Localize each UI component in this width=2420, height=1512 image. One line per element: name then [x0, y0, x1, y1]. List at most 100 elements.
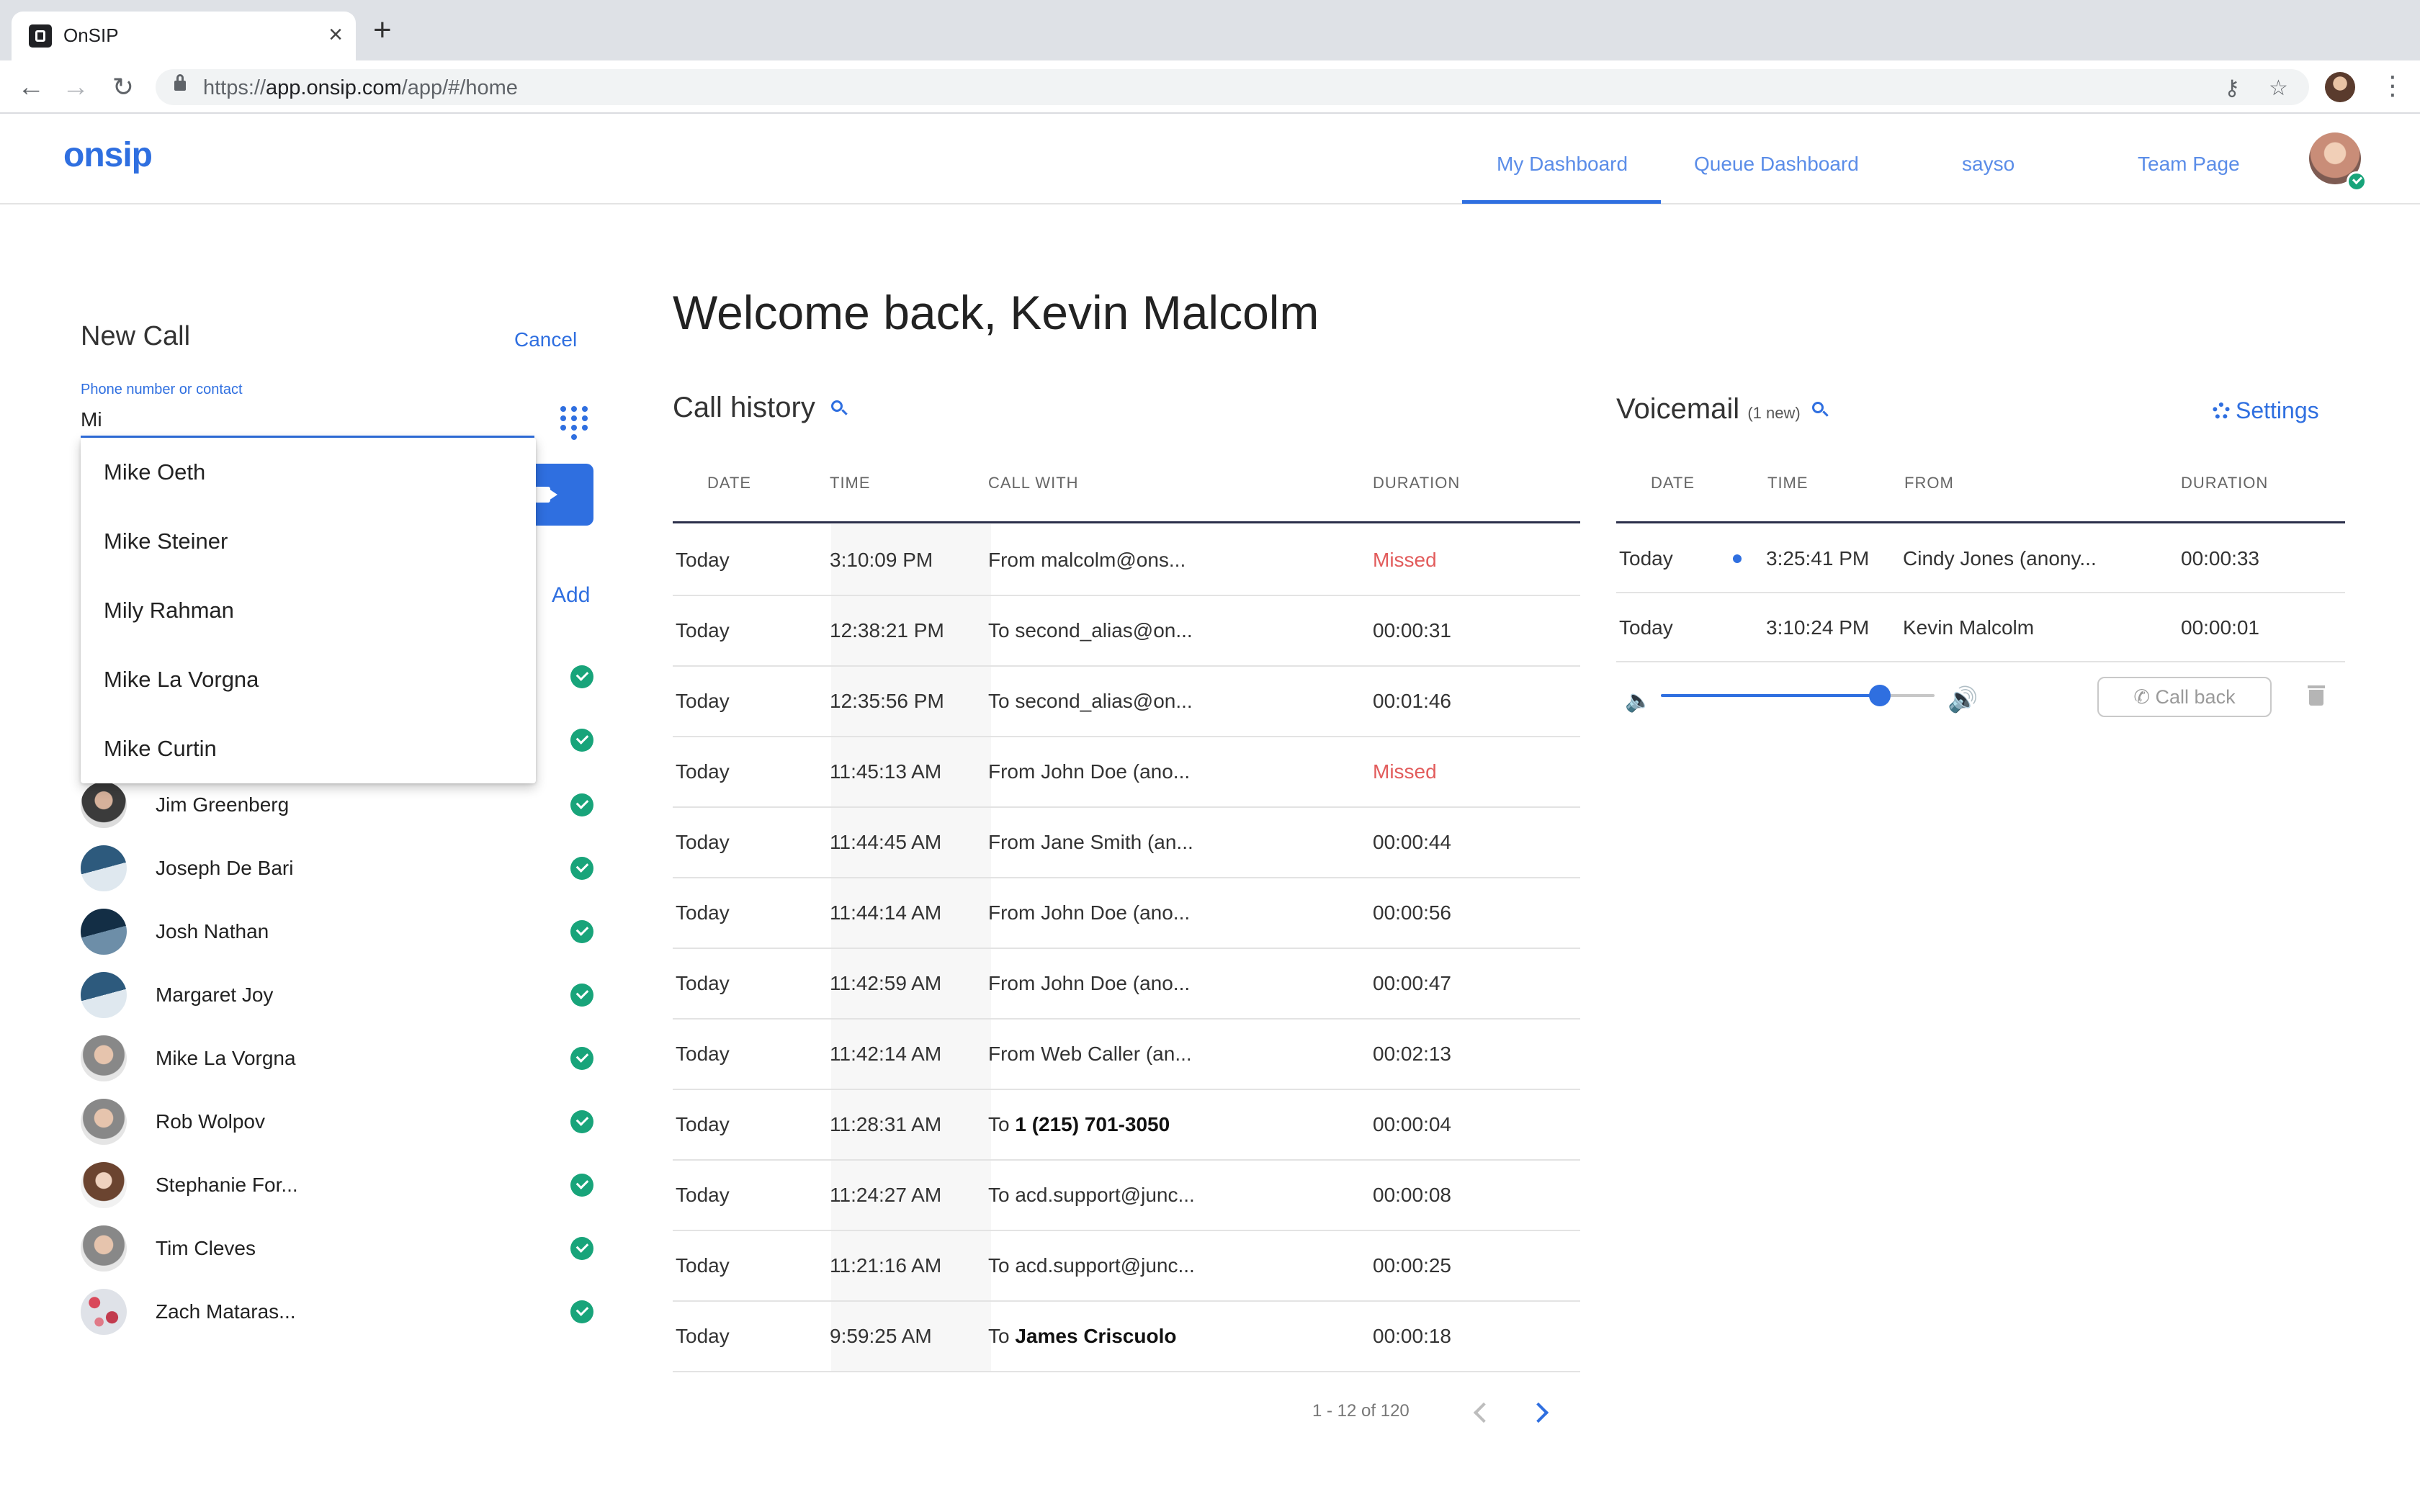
table-row[interactable]: Today 11:44:14 AM From John Doe (ano... 00:… — [673, 878, 1580, 949]
dialpad-icon[interactable] — [560, 406, 588, 440]
pager-next-icon[interactable] — [1528, 1402, 1549, 1423]
suggestion-item[interactable]: Mike Oeth — [104, 459, 206, 485]
table-row[interactable]: Today 12:38:21 PM To second_alias@on... 00:… — [673, 596, 1580, 667]
address-bar[interactable]: https://app.onsip.com/app/#/home ⚷ ☆ — [156, 69, 2309, 105]
call-time: 12:35:56 PM — [830, 690, 944, 712]
table-row[interactable]: Today 12:35:56 PM To second_alias@on... 00:… — [673, 667, 1580, 737]
call-with-text: To acd.support@junc... — [988, 1184, 1195, 1206]
table-row[interactable]: Today 11:44:45 AM From Jane Smith (an... 00… — [673, 808, 1580, 878]
voicemail-title-text: Voicemail — [1616, 393, 1740, 425]
contact-row[interactable]: Stephanie For... — [81, 1159, 593, 1210]
contact-row[interactable]: Jim Greenberg — [81, 779, 593, 829]
suggestion-item[interactable]: Mike Steiner — [104, 528, 228, 554]
contact-online-status-icon — [570, 920, 593, 943]
voicemail-row[interactable]: Today 3:10:24 PM Kevin Malcolm 00:00:01 — [1616, 593, 2345, 662]
voicemail-time: 3:25:41 PM — [1766, 547, 1870, 570]
phone-field-label: Phone number or contact — [81, 382, 243, 397]
call-with: From John Doe (ano... — [988, 760, 1190, 783]
table-row[interactable]: Today 11:21:16 AM To acd.support@junc... 00… — [673, 1231, 1580, 1302]
browser-toolbar: ← → ↻ https://app.onsip.com/app/#/home ⚷… — [0, 60, 2420, 114]
reload-icon[interactable]: ↻ — [112, 72, 135, 102]
pager-prev-icon[interactable] — [1473, 1402, 1494, 1423]
tab-team-page[interactable]: Team Page — [2138, 153, 2240, 175]
col-header-date[interactable]: DATE — [707, 474, 752, 492]
call-duration: 00:00:25 — [1373, 1254, 1451, 1277]
add-contact-button[interactable]: Add — [552, 583, 591, 607]
tab-queue-dashboard[interactable]: Queue Dashboard — [1694, 153, 1859, 175]
url-path: /app/#/home — [401, 76, 518, 99]
call-with-text: From John Doe (ano... — [988, 901, 1191, 924]
contact-row[interactable]: Mike La Vorgna — [81, 1032, 593, 1083]
phone-or-contact-input[interactable] — [81, 403, 534, 438]
call-with-text: To second_alias@on... — [988, 690, 1193, 712]
call-with-contact[interactable]: James Criscuolo — [1015, 1325, 1177, 1347]
vm-col-header-time[interactable]: TIME — [1767, 474, 1809, 492]
table-row[interactable]: Today 11:45:13 AM From John Doe (ano... Mis… — [673, 737, 1580, 808]
suggestion-item[interactable]: Mike Curtin — [104, 736, 217, 761]
table-row[interactable]: Today 11:24:27 AM To acd.support@junc... 00… — [673, 1161, 1580, 1231]
call-time: 11:24:27 AM — [830, 1184, 942, 1206]
contact-row[interactable]: Rob Wolpov — [81, 1096, 593, 1146]
call-back-button[interactable]: ✆ Call back — [2097, 677, 2272, 717]
tab-my-dashboard[interactable]: My Dashboard — [1497, 153, 1628, 175]
col-header-time[interactable]: TIME — [830, 474, 871, 492]
call-date: Today — [676, 831, 730, 853]
call-duration: 00:00:56 — [1373, 901, 1451, 924]
volume-low-icon[interactable]: 🔈 — [1625, 689, 1652, 713]
browser-menu-icon[interactable]: ⋮ — [2380, 71, 2406, 100]
onsip-logo[interactable]: onsip — [63, 136, 153, 174]
table-row[interactable]: Today 3:10:09 PM From malcolm@ons... Missed — [673, 526, 1580, 596]
contact-online-status-icon — [570, 1047, 593, 1070]
cancel-button[interactable]: Cancel — [514, 328, 578, 351]
delete-voicemail-icon[interactable] — [2308, 685, 2325, 706]
voicemail-volume-slider[interactable] — [1661, 685, 1935, 706]
call-with: To 1 (215) 701-3050 — [988, 1113, 1170, 1136]
contact-avatar — [81, 845, 127, 891]
call-date: Today — [676, 760, 730, 783]
contact-online-status-icon — [570, 665, 593, 688]
forward-arrow-icon[interactable]: → — [62, 72, 89, 102]
call-with-contact[interactable]: 1 (215) 701-3050 — [1015, 1113, 1170, 1135]
suggestion-item[interactable]: Mike La Vorgna — [104, 667, 259, 692]
table-row[interactable]: Today 11:42:59 AM From John Doe (ano... 00:… — [673, 949, 1580, 1020]
call-with: To second_alias@on... — [988, 690, 1193, 713]
volume-high-icon[interactable]: 🔊 — [1948, 686, 1978, 714]
vm-col-header-date[interactable]: DATE — [1651, 474, 1695, 492]
call-history-search-icon[interactable] — [831, 400, 848, 418]
voicemail-title: Voicemail (1 new) — [1616, 393, 1801, 426]
contact-name: Tim Cleves — [156, 1237, 256, 1259]
call-with: To second_alias@on... — [988, 619, 1193, 642]
browser-profile-avatar[interactable] — [2325, 72, 2355, 102]
suggestion-item[interactable]: Mily Rahman — [104, 598, 234, 623]
voicemail-row[interactable]: Today 3:25:41 PM Cindy Jones (anony... 00:0… — [1616, 524, 2345, 593]
vm-col-header-duration[interactable]: DURATION — [2181, 474, 2269, 492]
voicemail-search-icon[interactable] — [1812, 402, 1829, 419]
table-row[interactable]: Today 11:42:14 AM From Web Caller (an... 00… — [673, 1020, 1580, 1090]
contact-row[interactable]: Tim Cleves — [81, 1223, 593, 1273]
call-with-text: From John Doe (ano... — [988, 972, 1191, 994]
browser-tab[interactable]: OnSIP × — [12, 12, 356, 60]
col-header-duration[interactable]: DURATION — [1373, 474, 1461, 492]
tab-sayso[interactable]: sayso — [1962, 153, 2015, 175]
contact-row[interactable]: Joseph De Bari — [81, 842, 593, 893]
table-row[interactable]: Today 11:28:31 AM To 1 (215) 701-3050 00:00… — [673, 1090, 1580, 1161]
close-tab-icon[interactable]: × — [328, 21, 343, 48]
new-tab-icon[interactable]: + — [373, 12, 392, 48]
contact-name: Zach Mataras... — [156, 1300, 296, 1323]
contact-row[interactable]: Josh Nathan — [81, 906, 593, 956]
contact-row[interactable]: Zach Mataras... — [81, 1286, 593, 1336]
call-time: 9:59:25 AM — [830, 1325, 932, 1347]
volume-slider-handle[interactable] — [1869, 685, 1891, 706]
contact-row[interactable]: Margaret Joy — [81, 969, 593, 1020]
table-row[interactable]: Today 9:59:25 AM To James Criscuolo 00:00:1… — [673, 1302, 1580, 1372]
col-header-call-with[interactable]: CALL WITH — [988, 474, 1079, 492]
key-icon[interactable]: ⚷ — [2224, 76, 2240, 100]
back-arrow-icon[interactable]: ← — [17, 72, 45, 102]
voicemail-settings-button[interactable]: Settings — [2213, 397, 2319, 424]
voicemail-from: Kevin Malcolm — [1903, 616, 2035, 639]
contact-online-status-icon — [570, 729, 593, 752]
call-time: 11:44:45 AM — [830, 831, 942, 853]
call-date: Today — [676, 1184, 730, 1206]
vm-col-header-from[interactable]: FROM — [1904, 474, 1954, 492]
bookmark-star-icon[interactable]: ☆ — [2269, 76, 2288, 100]
